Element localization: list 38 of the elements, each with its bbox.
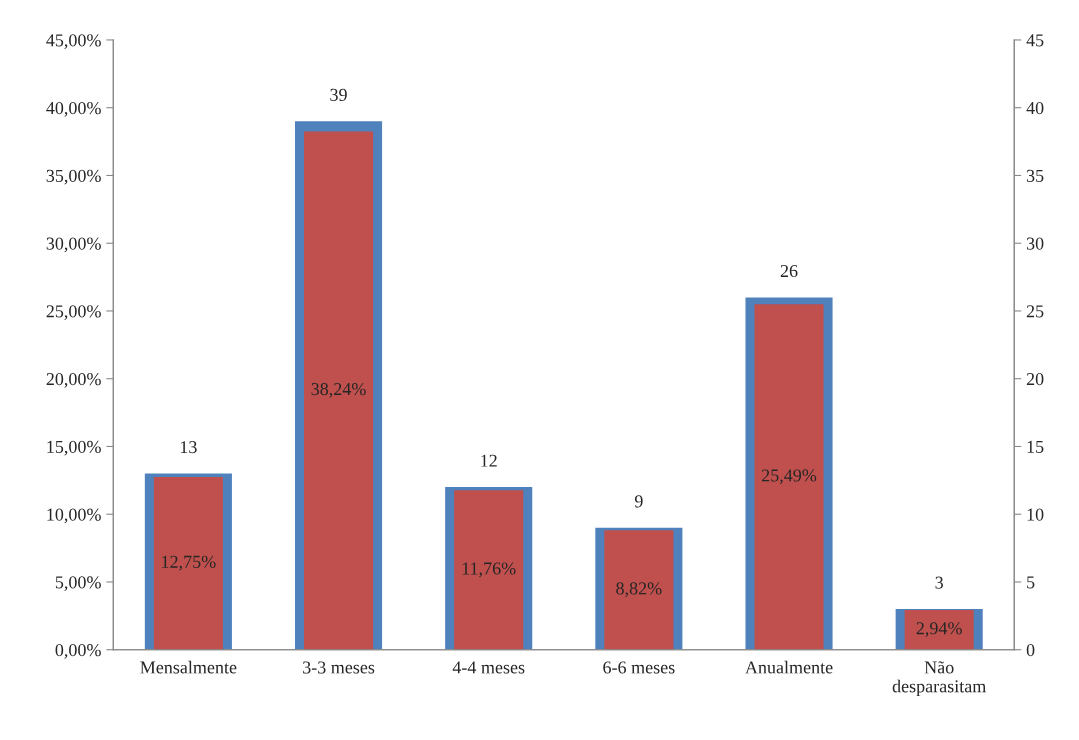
y2-tick-label: 35 bbox=[1026, 169, 1044, 182]
y-tick-label: 30,00% bbox=[46, 237, 101, 253]
y-tick-label: 20,00% bbox=[46, 372, 101, 388]
x-tick-label: Não desparasitam bbox=[892, 661, 987, 697]
y-tick-label: 15,00% bbox=[47, 440, 101, 456]
y-tick-label: 45,00% bbox=[46, 34, 101, 49]
y-tick-label: 40,00% bbox=[46, 101, 101, 117]
data-label: 25,49% bbox=[761, 469, 817, 485]
y2-tick-label: 5 bbox=[1027, 576, 1035, 589]
y-tick-label: 5,00% bbox=[55, 576, 101, 592]
data-label: 39 bbox=[330, 88, 347, 101]
data-label: 9 bbox=[634, 495, 643, 508]
y2-tick-label: 10 bbox=[1027, 508, 1044, 521]
y2-tick-label: 40 bbox=[1026, 101, 1044, 115]
data-label: 11,76% bbox=[462, 562, 516, 578]
y2-tick-label: 25 bbox=[1026, 305, 1044, 318]
x-tick-label: 6-6 meses bbox=[603, 661, 675, 674]
data-label: 38,24% bbox=[311, 382, 366, 398]
x-tick-label: Anualmente bbox=[745, 660, 833, 674]
x-tick-label: 3-3 meses bbox=[303, 661, 375, 674]
y2-tick-label: 20 bbox=[1026, 372, 1044, 386]
data-label: 13 bbox=[180, 441, 197, 454]
y2-tick-label: 0 bbox=[1026, 643, 1035, 657]
data-label: 12 bbox=[481, 454, 497, 467]
data-label: 8,82% bbox=[616, 582, 662, 598]
y-tick-label: 25,00% bbox=[46, 305, 101, 320]
y2-tick-label: 45 bbox=[1026, 34, 1044, 47]
y-tick-label: 35,00% bbox=[46, 169, 101, 185]
x-tick-label: Mensalmente bbox=[140, 660, 237, 674]
data-label: 26 bbox=[780, 264, 798, 278]
data-label: 3 bbox=[935, 576, 943, 589]
y2-tick-label: 15 bbox=[1027, 440, 1044, 453]
data-label: 2,94% bbox=[916, 622, 962, 637]
y-tick-label: 0,00% bbox=[55, 643, 101, 659]
y-tick-label: 10,00% bbox=[47, 508, 101, 524]
y2-tick-label: 30 bbox=[1026, 237, 1044, 250]
x-tick-label: 4-4 meses bbox=[452, 661, 525, 674]
data-label: 12,75% bbox=[162, 555, 216, 571]
